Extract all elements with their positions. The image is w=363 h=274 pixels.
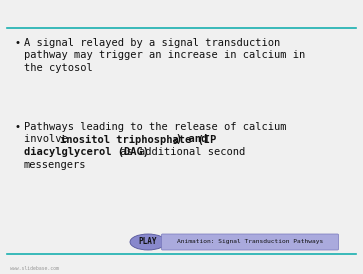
Ellipse shape — [130, 234, 166, 250]
Text: involve: involve — [24, 135, 74, 144]
Text: PLAY: PLAY — [139, 238, 157, 247]
Text: •: • — [14, 38, 20, 48]
FancyBboxPatch shape — [162, 234, 339, 250]
Text: Animation: Signal Transduction Pathways: Animation: Signal Transduction Pathways — [177, 239, 323, 244]
Text: diacylglycerol (DAG): diacylglycerol (DAG) — [24, 147, 149, 157]
Text: Pathways leading to the release of calcium: Pathways leading to the release of calci… — [24, 122, 286, 132]
Text: messengers: messengers — [24, 159, 86, 170]
Text: as additional second: as additional second — [114, 147, 245, 157]
Text: •: • — [14, 122, 20, 132]
Text: inositol triphosphate (IP: inositol triphosphate (IP — [60, 135, 216, 144]
Text: A signal relayed by a signal transduction: A signal relayed by a signal transductio… — [24, 38, 280, 48]
Text: the cytosol: the cytosol — [24, 63, 93, 73]
Text: 3: 3 — [173, 137, 178, 146]
Text: ) and: ) and — [176, 135, 208, 144]
Text: pathway may trigger an increase in calcium in: pathway may trigger an increase in calci… — [24, 50, 305, 61]
Text: www.slidebase.com: www.slidebase.com — [10, 266, 59, 271]
